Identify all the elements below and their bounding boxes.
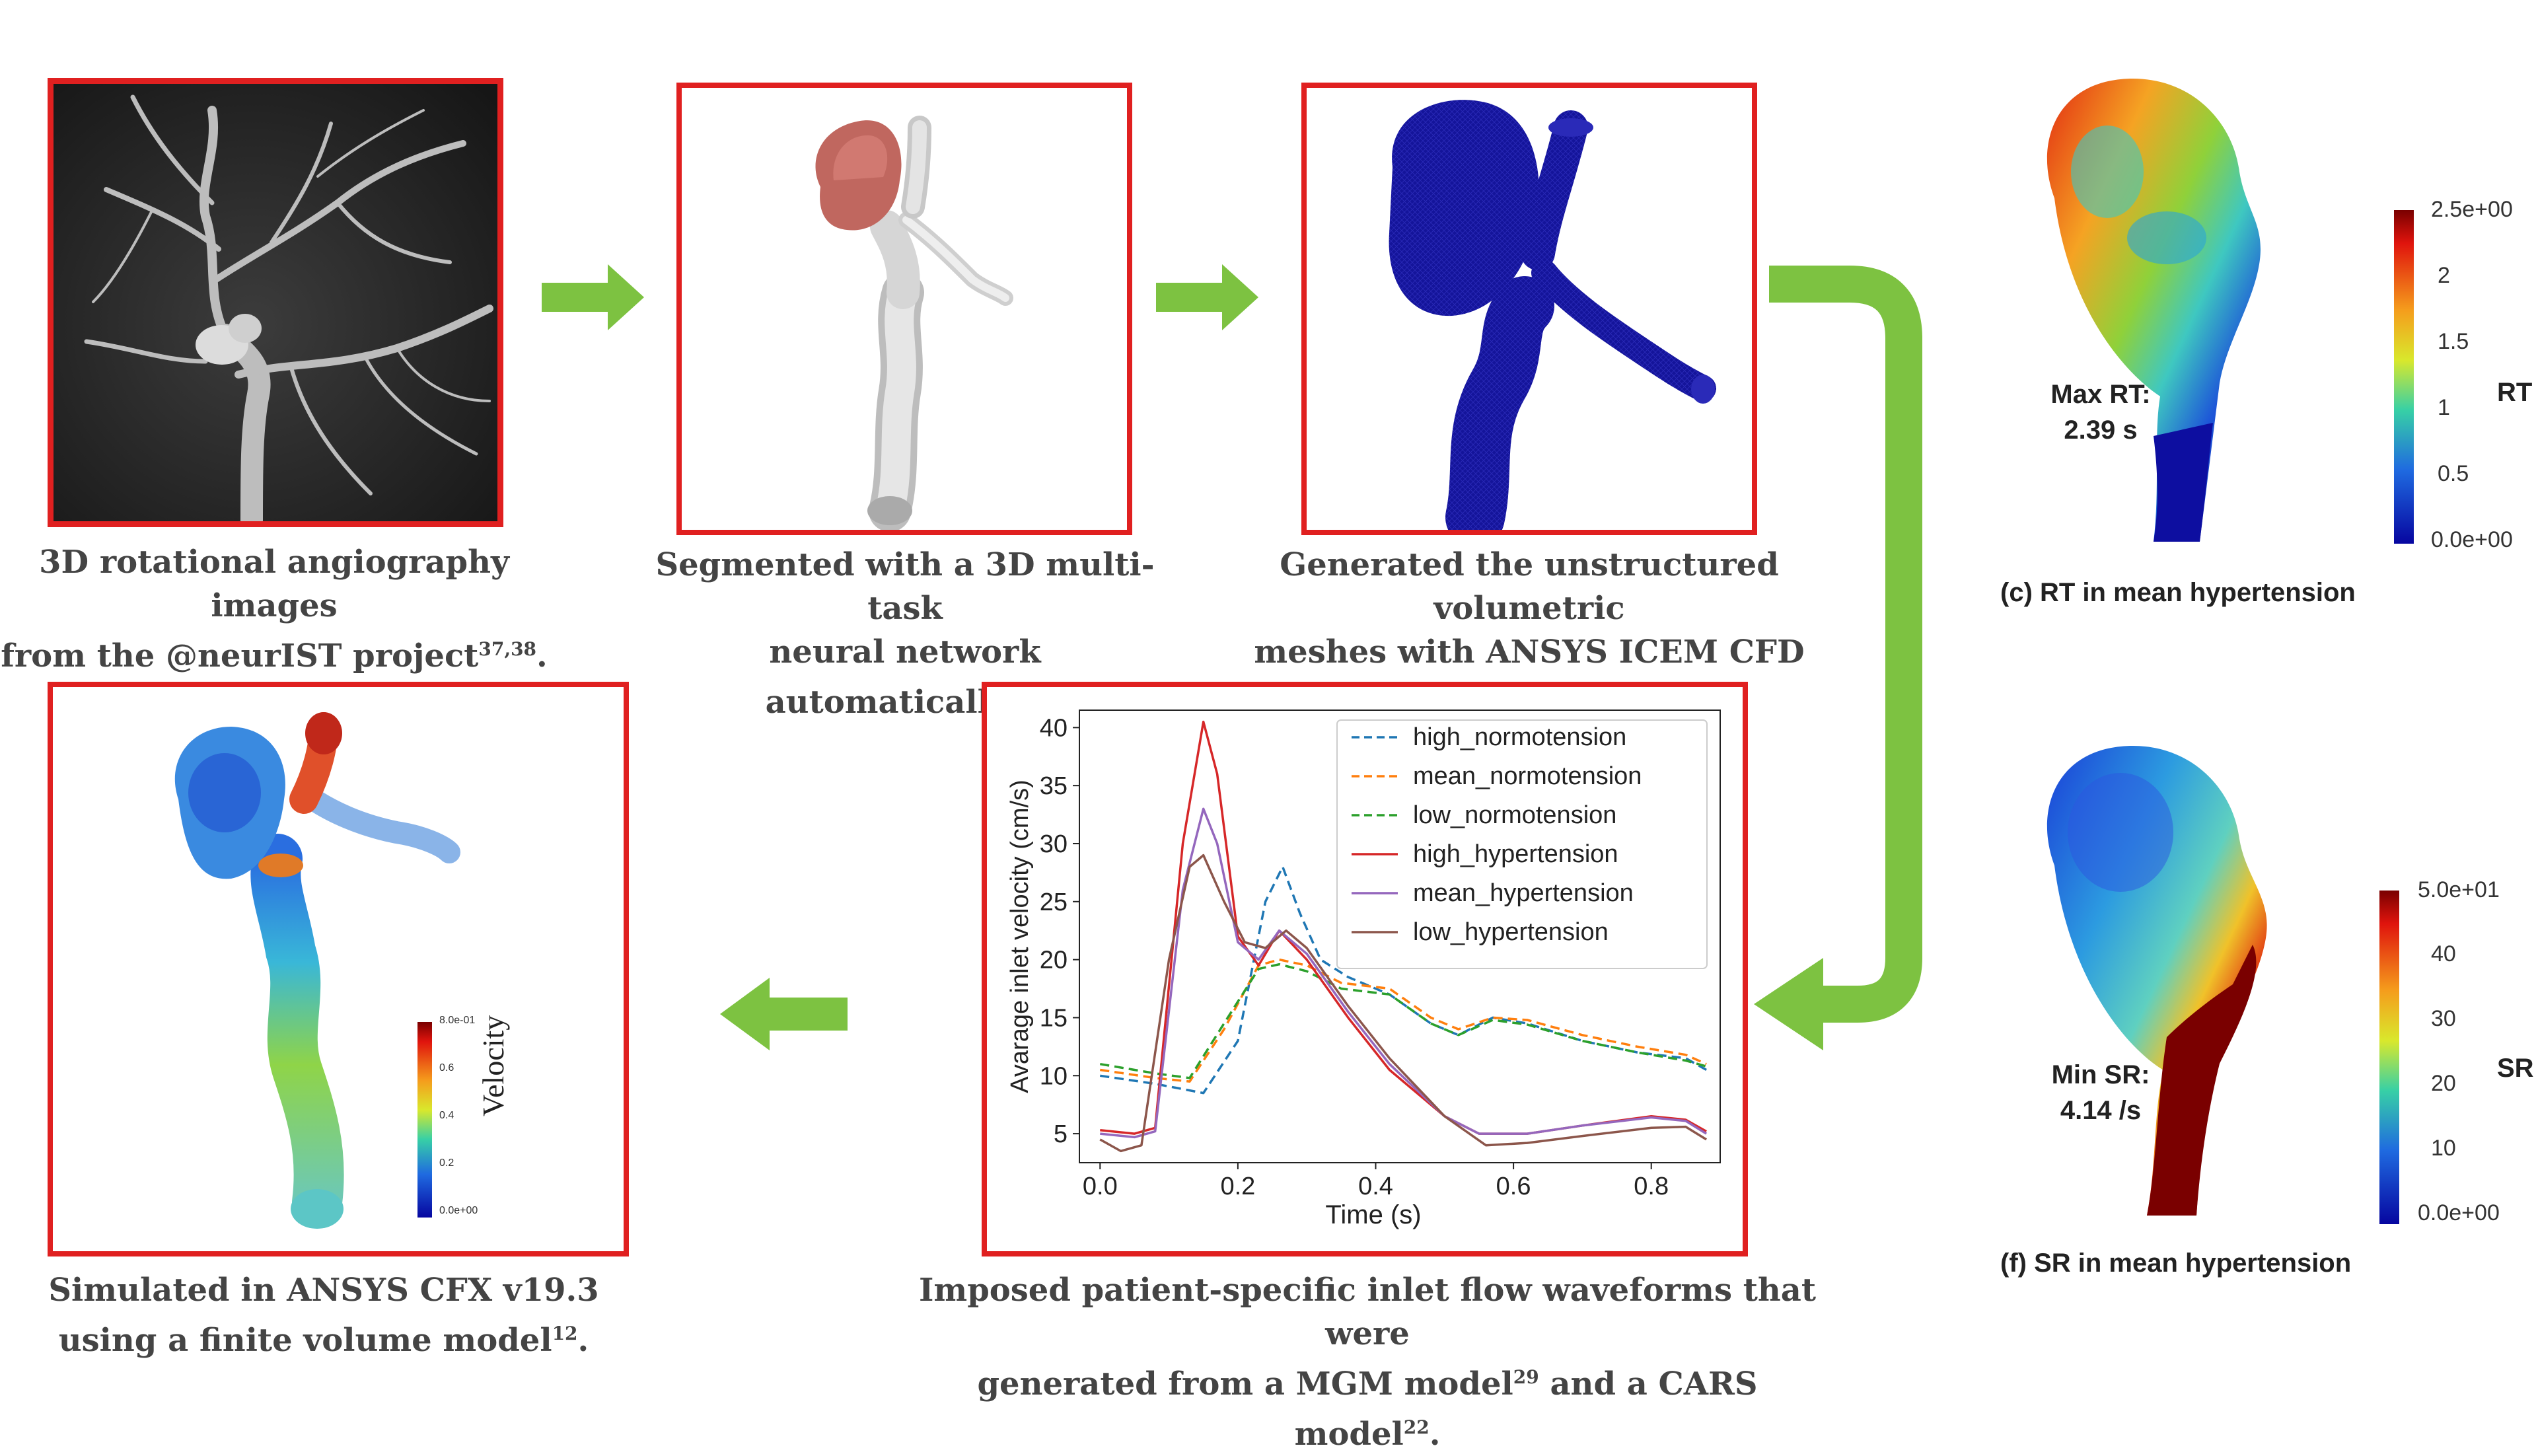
velocity-colorbar-title: Velocity (476, 1015, 510, 1116)
legend-label-high_hypertension: high_hypertension (1413, 840, 1618, 868)
sr-tick-0: 5.0e+01 (2418, 877, 2500, 902)
velocity-tick-4: 0.0e+00 (439, 1205, 478, 1216)
rt-tick-1: 2 (2438, 263, 2450, 288)
waveform-chart-panel: 0.0 0.2 0.4 0.6 0.8 5 10 15 20 25 30 35 40 Time (s) Av… (982, 682, 1748, 1256)
angiography-image (54, 84, 497, 521)
rt-tick-2: 1.5 (2438, 329, 2469, 354)
sr-min-annotation: Min SR: 4.14 /s (2051, 1060, 2150, 1125)
step4-caption: Imposed patient-specific inlet flow wave… (918, 1272, 1817, 1453)
velocity-tick-3: 0.2 (439, 1157, 454, 1169)
chart-axes: 0.0 0.2 0.4 0.6 0.8 5 10 15 20 25 30 35 40 Time (s) Av… (1006, 710, 1721, 1229)
y-tick-label: 15 (1040, 1004, 1068, 1032)
step2-caption: Segmented with a 3D multi-task neural ne… (655, 546, 1155, 721)
sr-colorbar (2379, 891, 2399, 1224)
x-tick-label: 0.8 (1634, 1173, 1669, 1200)
series-line-mean_normotension (1100, 958, 1707, 1083)
series-line-high_normotension (1100, 865, 1707, 1095)
x-tick-label: 0.0 (1083, 1173, 1118, 1200)
legend-label-low_normotension: low_normotension (1413, 801, 1616, 829)
x-axis-label: Time (s) (1325, 1200, 1421, 1229)
y-tick-label: 5 (1054, 1120, 1068, 1148)
y-tick-label: 35 (1040, 772, 1068, 800)
y-axis-label: Avarage inlet velocity (cm/s) (1006, 780, 1034, 1093)
y-tick-label: 10 (1040, 1062, 1068, 1090)
simulation-panel: 8.0e-01 0.6 0.4 0.2 0.0e+00 Velocity (48, 682, 629, 1256)
step3-caption: Generated the unstructured volumetric me… (1254, 546, 1805, 714)
chart-legend: high_normotension mean_normotension low_no… (1336, 719, 1708, 969)
rt-tick-0: 2.5e+00 (2431, 197, 2513, 222)
step1-caption: 3D rotational angiography images from th… (1, 544, 548, 674)
plot-frame (1079, 710, 1721, 1163)
arrow-right-2 (1156, 264, 1258, 330)
series-line-low_normotension (1100, 963, 1707, 1079)
arrow-right-1 (542, 264, 644, 330)
rt-tick-3: 1 (2438, 395, 2450, 420)
y-tick-label: 20 (1040, 947, 1068, 974)
sr-caption: (f) SR in mean hypertension (2000, 1249, 2352, 1278)
x-tick-label: 0.6 (1496, 1173, 1531, 1200)
y-tick-label: 25 (1040, 889, 1068, 916)
sr-colorbar-title: SR (2497, 1054, 2534, 1083)
volumetric-mesh-image (1389, 100, 1716, 530)
chart-series (1099, 720, 1708, 1153)
inlet-velocity-chart: 0.0 0.2 0.4 0.6 0.8 5 10 15 20 25 30 35 40 Time (s) Av… (1006, 710, 1721, 1229)
sr-tick-3: 20 (2431, 1071, 2456, 1096)
sr-tick-1: 40 (2431, 941, 2456, 966)
velocity-tick-2: 0.4 (439, 1110, 454, 1121)
sr-tick-5: 0.0e+00 (2418, 1200, 2500, 1225)
segmented-vessel-image (815, 116, 1013, 530)
y-tick-label: 40 (1040, 714, 1068, 742)
velocity-colorbar (417, 1022, 432, 1218)
rt-aneurysm-image (2047, 79, 2261, 542)
series-line-low_hypertension (1099, 854, 1708, 1153)
legend-label-mean_hypertension: mean_hypertension (1413, 879, 1634, 907)
sr-aneurysm-image (2047, 746, 2267, 1216)
segmentation-panel (676, 83, 1132, 535)
sr-tick-4: 10 (2431, 1136, 2456, 1161)
rt-caption: (c) RT in mean hypertension (2000, 578, 2356, 607)
arrow-left (720, 978, 848, 1050)
x-tick-label: 0.4 (1358, 1173, 1393, 1200)
angiography-panel (48, 78, 503, 527)
legend-label-high_normotension: high_normotension (1413, 723, 1626, 751)
velocity-field-image (174, 712, 460, 1229)
y-tick-label: 30 (1040, 830, 1068, 858)
sr-tick-2: 30 (2431, 1006, 2456, 1031)
step5-caption: Simulated in ANSYS CFX v19.3 using a fin… (48, 1272, 599, 1359)
series-line-mean_hypertension (1100, 807, 1708, 1139)
rt-tick-5: 0.0e+00 (2431, 527, 2513, 552)
rt-colorbar-title: RT (2497, 378, 2533, 407)
arrow-bent-down-left (1754, 266, 1922, 1050)
rt-colorbar (2394, 210, 2414, 544)
legend-box (1336, 719, 1708, 969)
velocity-tick-1: 0.6 (439, 1062, 454, 1074)
x-tick-label: 0.2 (1220, 1173, 1255, 1200)
velocity-tick-0: 8.0e-01 (439, 1015, 476, 1026)
legend-label-low_hypertension: low_hypertension (1413, 918, 1609, 946)
rt-max-annotation: Max RT: 2.39 s (2050, 380, 2151, 445)
rt-tick-4: 0.5 (2438, 461, 2469, 486)
legend-label-mean_normotension: mean_normotension (1413, 762, 1642, 790)
mesh-panel (1301, 83, 1757, 535)
